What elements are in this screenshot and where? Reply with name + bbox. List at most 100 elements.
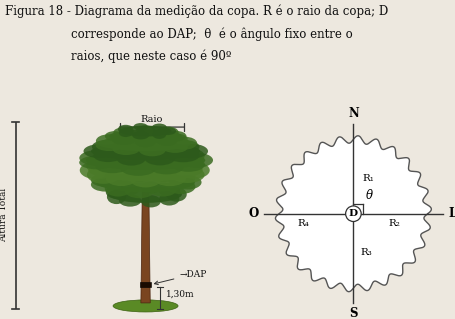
Ellipse shape bbox=[112, 131, 140, 144]
Text: 1,30m: 1,30m bbox=[166, 289, 195, 298]
Polygon shape bbox=[140, 282, 150, 287]
Ellipse shape bbox=[124, 182, 154, 198]
Ellipse shape bbox=[83, 144, 115, 158]
Ellipse shape bbox=[104, 169, 131, 184]
Ellipse shape bbox=[154, 154, 185, 171]
Ellipse shape bbox=[91, 173, 119, 187]
Ellipse shape bbox=[86, 157, 121, 174]
Text: N: N bbox=[347, 108, 358, 121]
Ellipse shape bbox=[95, 160, 129, 173]
Ellipse shape bbox=[112, 143, 140, 155]
Ellipse shape bbox=[153, 170, 186, 186]
Ellipse shape bbox=[179, 153, 212, 168]
Ellipse shape bbox=[112, 135, 135, 145]
Polygon shape bbox=[141, 188, 150, 303]
Ellipse shape bbox=[135, 136, 156, 147]
Ellipse shape bbox=[167, 149, 199, 162]
Text: R₂: R₂ bbox=[388, 219, 399, 228]
Circle shape bbox=[345, 206, 360, 221]
Ellipse shape bbox=[176, 144, 207, 159]
Ellipse shape bbox=[152, 123, 167, 131]
Ellipse shape bbox=[109, 186, 182, 203]
Text: raios, que neste caso é 90º: raios, que neste caso é 90º bbox=[71, 49, 231, 63]
Text: R₁: R₁ bbox=[361, 174, 373, 183]
Ellipse shape bbox=[96, 146, 128, 162]
Ellipse shape bbox=[178, 162, 209, 179]
Ellipse shape bbox=[166, 179, 195, 194]
Ellipse shape bbox=[172, 148, 204, 164]
Ellipse shape bbox=[150, 145, 182, 161]
Ellipse shape bbox=[120, 181, 139, 196]
Text: R₃: R₃ bbox=[359, 249, 371, 257]
Ellipse shape bbox=[119, 126, 171, 137]
Ellipse shape bbox=[158, 183, 180, 197]
Ellipse shape bbox=[91, 178, 119, 192]
Text: Raio: Raio bbox=[141, 115, 163, 124]
Ellipse shape bbox=[166, 171, 195, 185]
Ellipse shape bbox=[116, 151, 146, 166]
Text: R₄: R₄ bbox=[297, 219, 309, 228]
Ellipse shape bbox=[145, 137, 174, 152]
Ellipse shape bbox=[93, 149, 122, 162]
Ellipse shape bbox=[87, 166, 120, 184]
Ellipse shape bbox=[88, 160, 202, 181]
Ellipse shape bbox=[130, 171, 161, 188]
Ellipse shape bbox=[167, 140, 199, 154]
Text: D: D bbox=[348, 209, 357, 218]
Ellipse shape bbox=[171, 137, 197, 150]
Ellipse shape bbox=[144, 151, 175, 166]
Ellipse shape bbox=[141, 195, 161, 207]
Text: θ: θ bbox=[365, 189, 372, 202]
Ellipse shape bbox=[91, 140, 124, 154]
Ellipse shape bbox=[119, 194, 141, 207]
Ellipse shape bbox=[121, 145, 156, 159]
Ellipse shape bbox=[105, 154, 137, 170]
Ellipse shape bbox=[129, 153, 161, 170]
Ellipse shape bbox=[96, 173, 195, 192]
Ellipse shape bbox=[157, 134, 177, 146]
Ellipse shape bbox=[141, 182, 161, 194]
Text: Altura Total: Altura Total bbox=[0, 188, 8, 241]
Ellipse shape bbox=[171, 157, 205, 172]
Ellipse shape bbox=[150, 161, 183, 174]
Ellipse shape bbox=[149, 183, 177, 197]
Ellipse shape bbox=[105, 180, 131, 197]
Ellipse shape bbox=[132, 131, 149, 139]
Ellipse shape bbox=[156, 126, 178, 138]
Ellipse shape bbox=[79, 150, 114, 166]
Ellipse shape bbox=[166, 131, 186, 141]
Ellipse shape bbox=[149, 168, 177, 182]
Ellipse shape bbox=[91, 142, 200, 160]
Ellipse shape bbox=[113, 127, 134, 137]
Ellipse shape bbox=[152, 130, 166, 139]
Ellipse shape bbox=[119, 129, 132, 137]
Ellipse shape bbox=[117, 125, 133, 133]
Ellipse shape bbox=[106, 170, 136, 186]
Ellipse shape bbox=[139, 131, 165, 142]
Ellipse shape bbox=[79, 156, 114, 169]
Ellipse shape bbox=[105, 131, 124, 141]
Ellipse shape bbox=[106, 185, 127, 199]
Text: Figura 18 - Diagrama da medição da copa. R é o raio da copa; D: Figura 18 - Diagrama da medição da copa.… bbox=[5, 5, 387, 18]
Ellipse shape bbox=[173, 175, 201, 189]
Ellipse shape bbox=[166, 187, 187, 202]
Text: O: O bbox=[248, 207, 258, 220]
Ellipse shape bbox=[172, 157, 202, 175]
Text: L: L bbox=[447, 207, 455, 220]
Ellipse shape bbox=[125, 167, 153, 182]
Ellipse shape bbox=[96, 134, 122, 148]
Ellipse shape bbox=[115, 137, 147, 151]
Polygon shape bbox=[275, 136, 430, 292]
Ellipse shape bbox=[162, 133, 187, 145]
Ellipse shape bbox=[162, 142, 187, 153]
Ellipse shape bbox=[159, 127, 176, 135]
Ellipse shape bbox=[100, 135, 191, 151]
Ellipse shape bbox=[120, 160, 156, 176]
Ellipse shape bbox=[80, 161, 114, 179]
Ellipse shape bbox=[109, 130, 182, 143]
Ellipse shape bbox=[159, 192, 179, 205]
Text: →DAP: →DAP bbox=[154, 270, 206, 285]
Ellipse shape bbox=[86, 151, 205, 170]
Ellipse shape bbox=[133, 123, 147, 130]
Ellipse shape bbox=[106, 189, 126, 204]
